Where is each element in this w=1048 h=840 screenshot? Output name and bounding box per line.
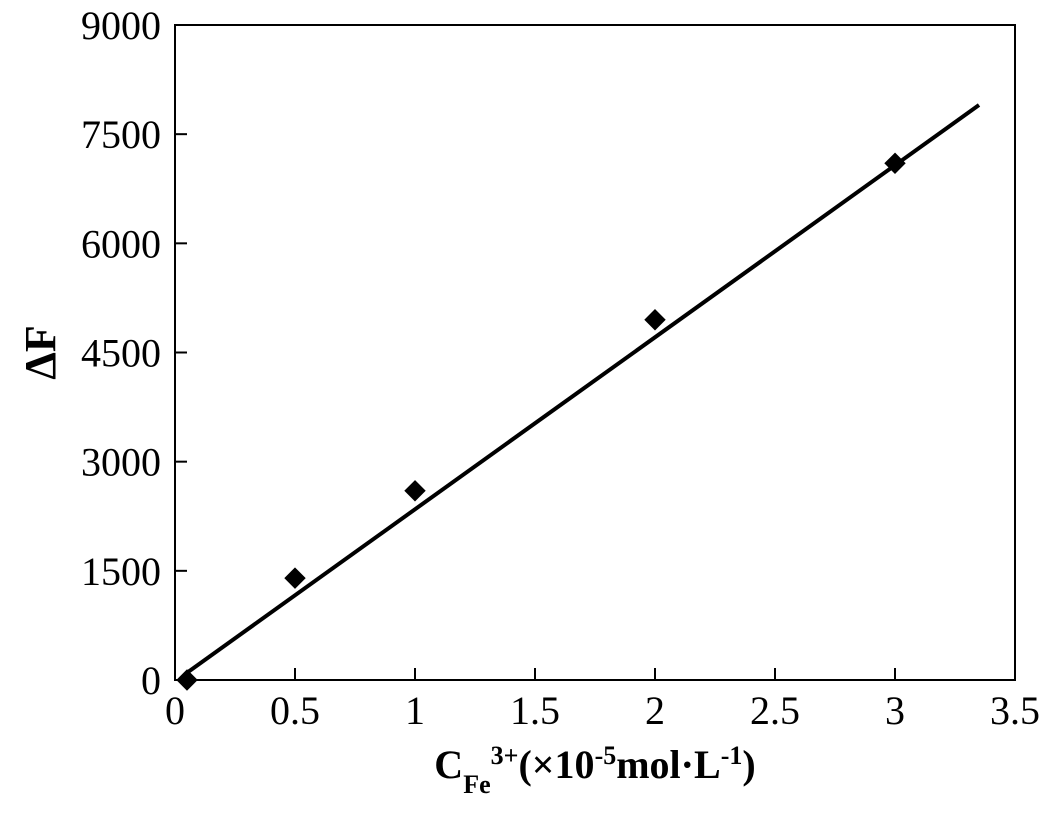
- x-tick-label: 2: [645, 688, 665, 733]
- y-tick-label: 3000: [81, 440, 161, 485]
- x-axis-ticks: 0 0.5 1 1.5 2 2.5 3 3.5: [165, 668, 1040, 733]
- x-tick-label: 1: [405, 688, 425, 733]
- x-tick-label: 1.5: [510, 688, 560, 733]
- data-point: [285, 568, 305, 588]
- data-point: [645, 310, 665, 330]
- y-tick-label: 4500: [81, 331, 161, 376]
- y-tick-label: 1500: [81, 549, 161, 594]
- x-axis-title: CFe3+(×10-5mol·L-1): [434, 741, 755, 799]
- x-tick-label: 3: [885, 688, 905, 733]
- y-tick-label: 9000: [81, 3, 161, 48]
- y-axis-title: ΔF: [16, 325, 65, 379]
- x-tick-label: 2.5: [750, 688, 800, 733]
- scatter-chart: 0 0.5 1 1.5 2 2.5 3 3.5 0 1500 3000 4500 6000 7500 900…: [0, 0, 1048, 840]
- chart-container: 0 0.5 1 1.5 2 2.5 3 3.5 0 1500 3000 4500 6000 7500 900…: [0, 0, 1048, 840]
- data-point: [177, 670, 197, 690]
- x-tick-label: 3.5: [990, 688, 1040, 733]
- y-axis-ticks: 0 1500 3000 4500 6000 7500 9000: [81, 3, 187, 703]
- x-tick-label: 0: [165, 688, 185, 733]
- data-points: [177, 153, 905, 690]
- y-tick-label: 7500: [81, 112, 161, 157]
- x-tick-label: 0.5: [270, 688, 320, 733]
- fit-line: [187, 105, 979, 673]
- data-point: [405, 481, 425, 501]
- y-tick-label: 6000: [81, 221, 161, 266]
- y-tick-label: 0: [141, 658, 161, 703]
